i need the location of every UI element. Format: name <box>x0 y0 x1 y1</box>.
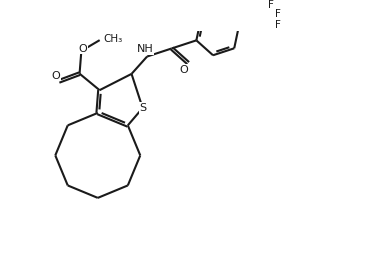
Text: F: F <box>275 9 280 19</box>
Text: S: S <box>139 103 146 113</box>
Text: NH: NH <box>137 44 154 54</box>
Text: F: F <box>275 20 280 30</box>
Text: O: O <box>78 44 87 54</box>
Text: O: O <box>51 71 60 81</box>
Text: O: O <box>179 65 188 75</box>
Text: F: F <box>268 0 274 10</box>
Text: CH₃: CH₃ <box>103 34 122 44</box>
